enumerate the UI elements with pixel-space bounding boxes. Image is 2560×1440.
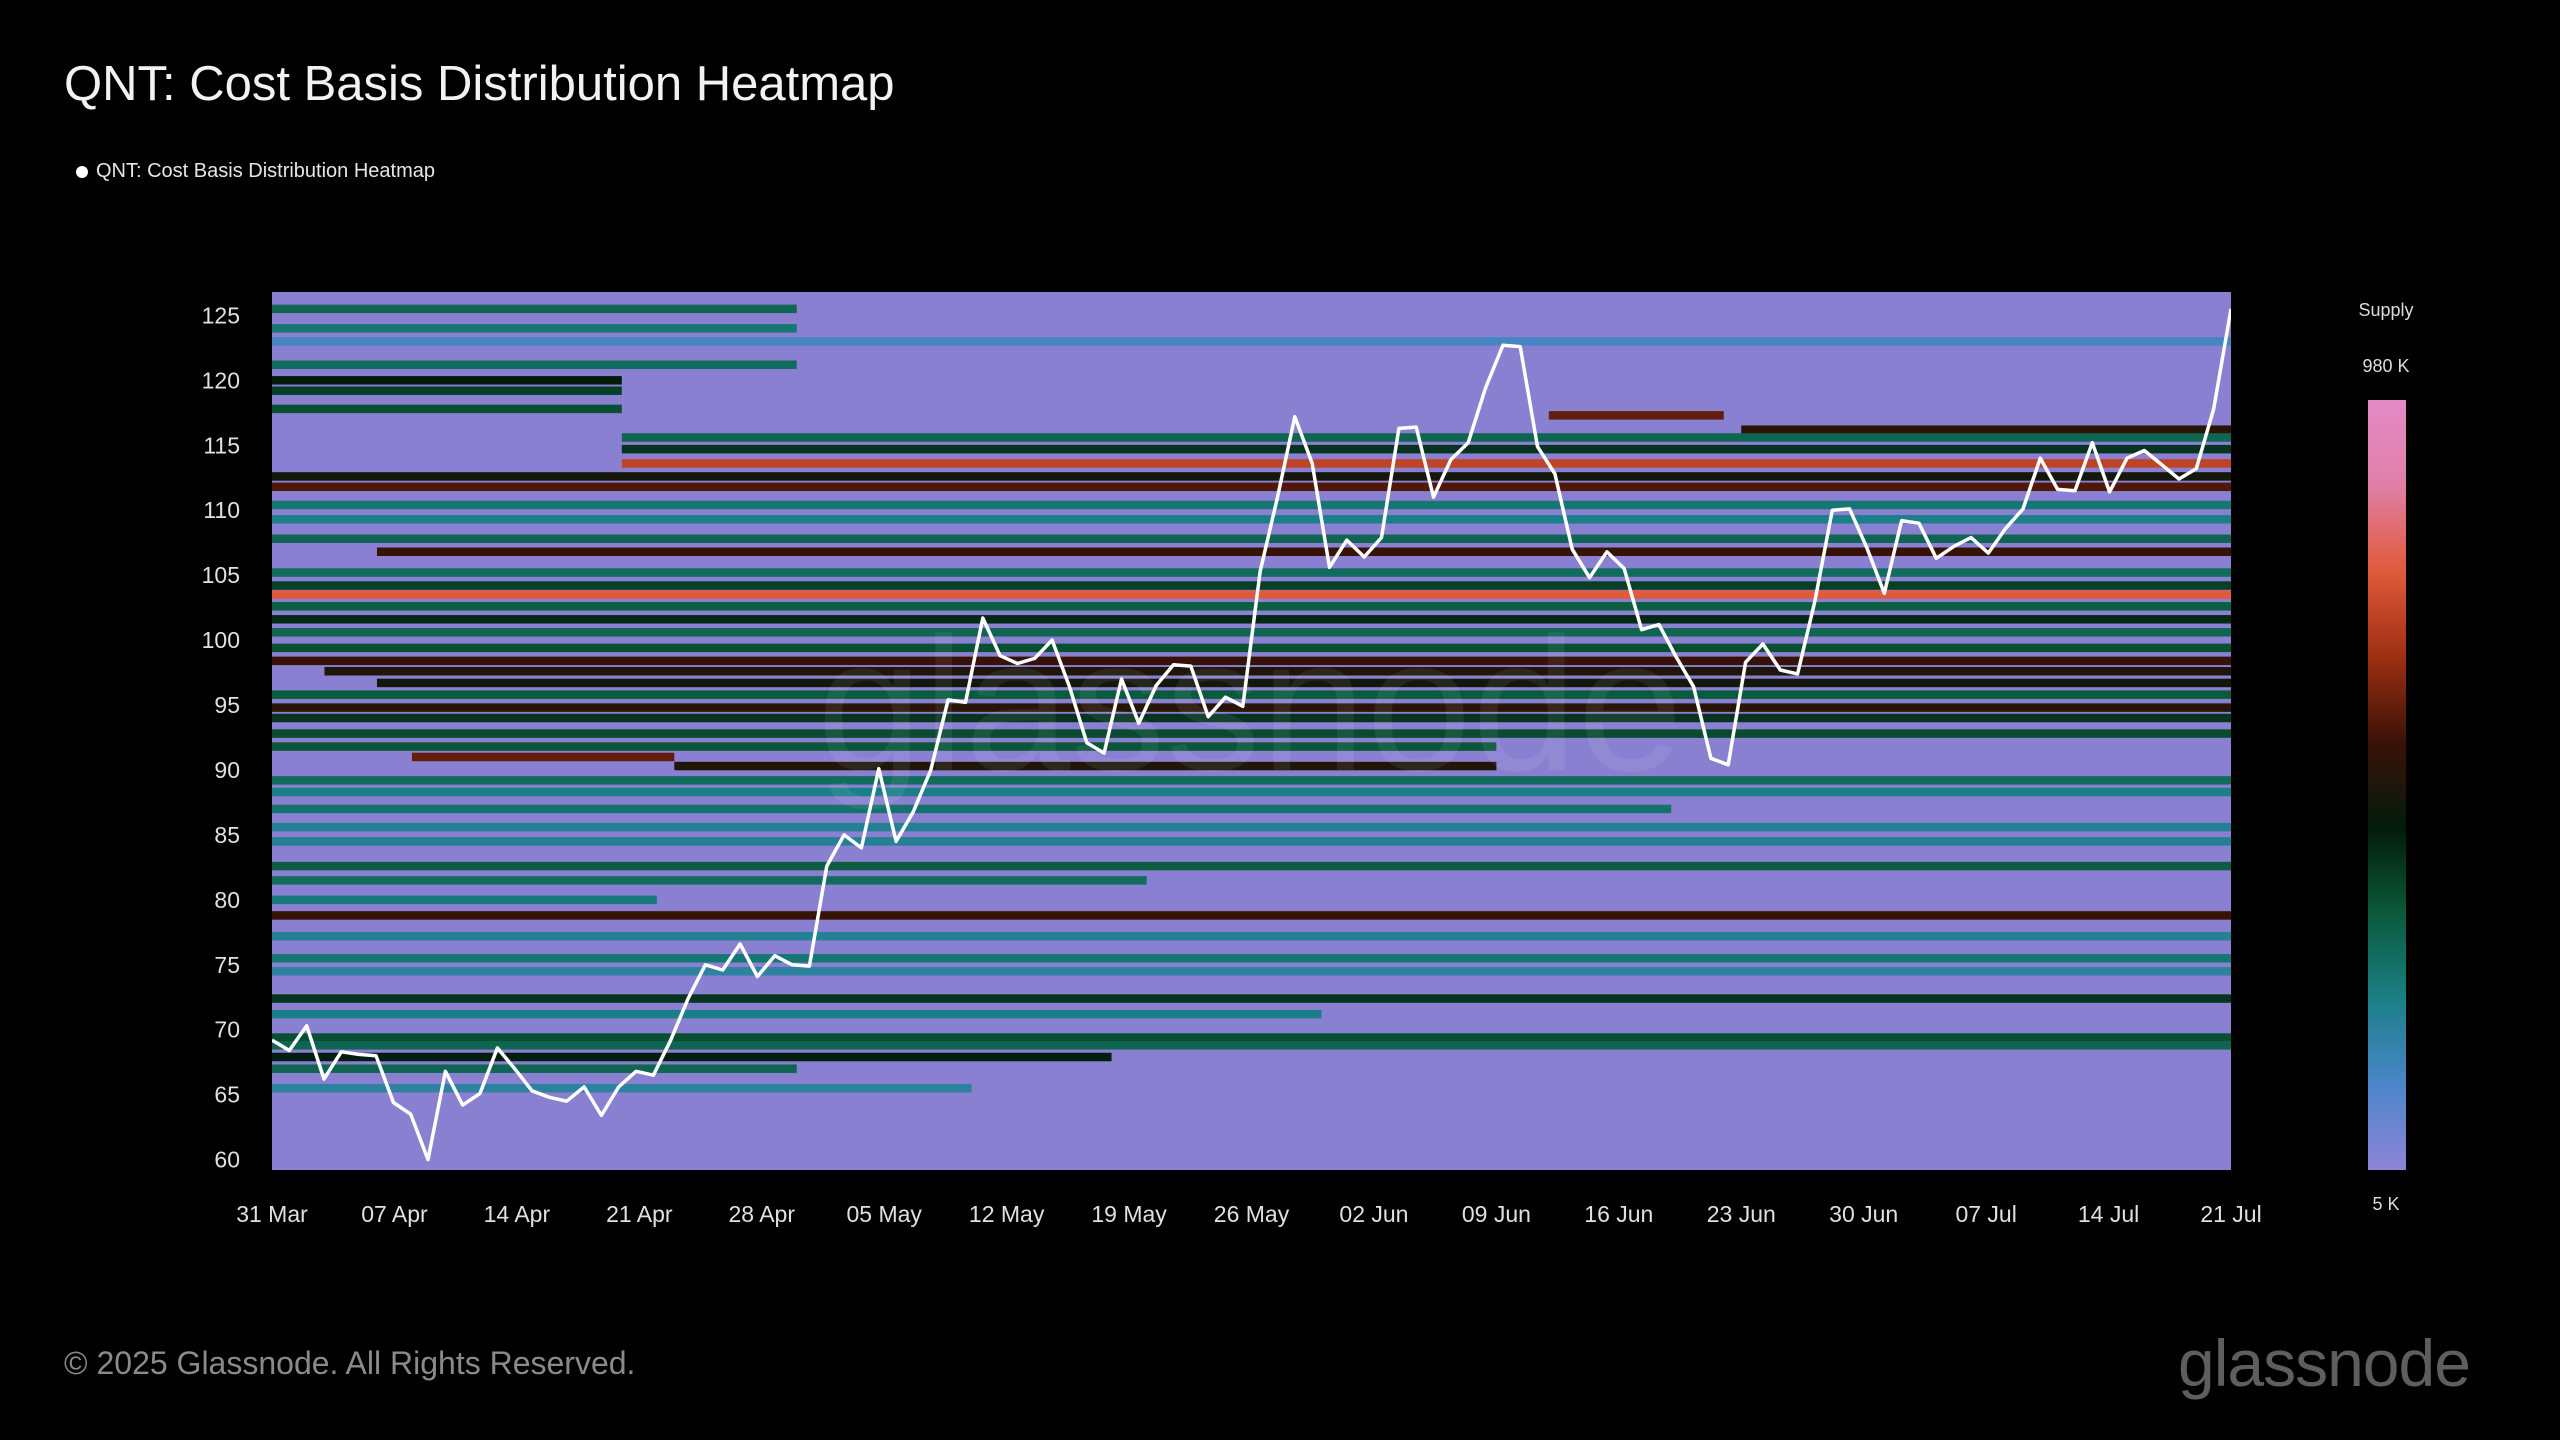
copyright-notice: © 2025 Glassnode. All Rights Reserved. — [64, 1345, 636, 1381]
y-tick-label: 85 — [214, 822, 240, 848]
heat-band — [272, 581, 2231, 590]
x-tick-label: 05 May — [846, 1201, 922, 1227]
x-tick-label: 16 Jun — [1584, 1201, 1653, 1227]
heat-band — [272, 360, 797, 369]
x-tick-label: 21 Jul — [2200, 1201, 2261, 1227]
y-axis: 60 65 70 75 80 85 90 95 100 105 110 115 120 125 — [202, 302, 240, 1172]
heat-band — [272, 967, 2231, 976]
colorbar-title: Supply — [2358, 300, 2413, 320]
y-tick-label: 125 — [202, 302, 240, 328]
legend-label: QNT: Cost Basis Distribution Heatmap — [96, 160, 436, 182]
y-tick-label: 75 — [214, 952, 240, 978]
heat-band — [272, 954, 2231, 963]
heat-band — [272, 1052, 1112, 1062]
heat-band — [272, 337, 2231, 346]
colorbar-min-label: 5 K — [2372, 1194, 2399, 1214]
y-tick-label: 110 — [203, 497, 240, 523]
heat-band — [272, 1064, 797, 1073]
x-tick-label: 30 Jun — [1829, 1201, 1898, 1227]
heat-band — [272, 895, 657, 905]
heat-band — [272, 1083, 972, 1093]
heat-band — [272, 931, 2231, 941]
heat-band — [272, 994, 2231, 1003]
legend-dot-icon — [76, 165, 88, 178]
x-tick-label: 09 Jun — [1462, 1201, 1531, 1227]
x-tick-label: 28 Apr — [729, 1201, 796, 1227]
heat-band — [272, 837, 2231, 846]
heat-band — [621, 444, 2231, 454]
page-title: QNT: Cost Basis Distribution Heatmap — [64, 57, 895, 111]
colorbar-bar — [2368, 400, 2406, 1170]
heat-band — [272, 804, 1672, 814]
heat-band — [272, 742, 1497, 751]
heat-band — [272, 787, 2231, 797]
heat-band — [272, 713, 2231, 723]
heat-band — [272, 1033, 2231, 1042]
x-tick-label: 14 Apr — [484, 1201, 551, 1227]
y-tick-label: 100 — [202, 627, 240, 653]
heat-band — [621, 433, 2231, 442]
heat-band — [272, 404, 622, 414]
x-tick-label: 12 May — [969, 1201, 1045, 1227]
heat-band — [272, 590, 2231, 599]
y-tick-label: 95 — [214, 692, 240, 718]
x-tick-label: 31 Mar — [236, 1201, 308, 1227]
heat-band — [272, 729, 2231, 738]
heat-band — [272, 304, 797, 314]
heat-band — [272, 472, 2231, 481]
y-tick-label: 105 — [202, 562, 240, 588]
heat-band — [272, 690, 2231, 699]
y-tick-label: 80 — [214, 887, 240, 913]
heat-band — [272, 324, 797, 333]
x-tick-label: 07 Apr — [361, 1201, 428, 1227]
heat-band — [272, 482, 2231, 492]
heat-band — [272, 534, 2231, 544]
x-tick-label: 21 Apr — [606, 1201, 673, 1227]
heat-band — [272, 656, 2231, 666]
x-tick-label: 02 Jun — [1339, 1201, 1408, 1227]
heat-band — [272, 376, 622, 385]
heat-band — [272, 703, 2231, 712]
y-tick-label: 60 — [214, 1147, 240, 1173]
price-line — [272, 308, 2231, 1162]
heat-band — [272, 386, 622, 395]
x-tick-label: 26 May — [1214, 1201, 1290, 1227]
legend[interactable]: QNT: Cost Basis Distribution Heatmap — [76, 160, 435, 183]
x-tick-label: 23 Jun — [1707, 1201, 1776, 1227]
heat-band — [272, 1041, 2231, 1050]
brand-logo[interactable]: glassnode — [2178, 1326, 2471, 1400]
y-tick-label: 120 — [202, 367, 240, 393]
x-tick-label: 14 Jul — [2078, 1201, 2139, 1227]
heat-band — [324, 667, 2231, 676]
heat-band — [1548, 411, 1724, 420]
price-line-group — [272, 308, 2231, 1162]
y-tick-label: 90 — [214, 757, 240, 783]
x-axis: 31 Mar 07 Apr 14 Apr 21 Apr 28 Apr 05 May 12 M… — [236, 1201, 2261, 1227]
watermark: glassnode — [817, 599, 1683, 811]
heat-band — [272, 615, 2231, 624]
heat-band — [272, 861, 2231, 871]
heat-band — [376, 547, 2231, 557]
heat-band — [272, 822, 2231, 832]
y-tick-label: 65 — [214, 1082, 240, 1108]
heat-band — [376, 678, 2231, 688]
x-tick-label: 07 Jul — [1955, 1201, 2016, 1227]
heat-band — [674, 761, 1497, 771]
heat-band — [272, 500, 2231, 510]
heat-band — [272, 568, 2231, 577]
y-tick-label: 115 — [203, 432, 240, 458]
heat-band — [272, 876, 1147, 885]
heat-band — [272, 776, 2231, 785]
heat-band — [272, 602, 2231, 611]
colorbar: Supply 980 K 5 K — [2358, 300, 2413, 1214]
colorbar-max-label: 980 K — [2362, 356, 2409, 376]
heat-band — [411, 752, 675, 762]
x-tick-label: 19 May — [1091, 1201, 1167, 1227]
heat-band — [272, 1009, 1322, 1019]
heat-band — [272, 515, 2231, 524]
heat-band — [1741, 425, 2231, 434]
y-tick-label: 70 — [214, 1017, 240, 1043]
heat-band — [272, 911, 2231, 920]
